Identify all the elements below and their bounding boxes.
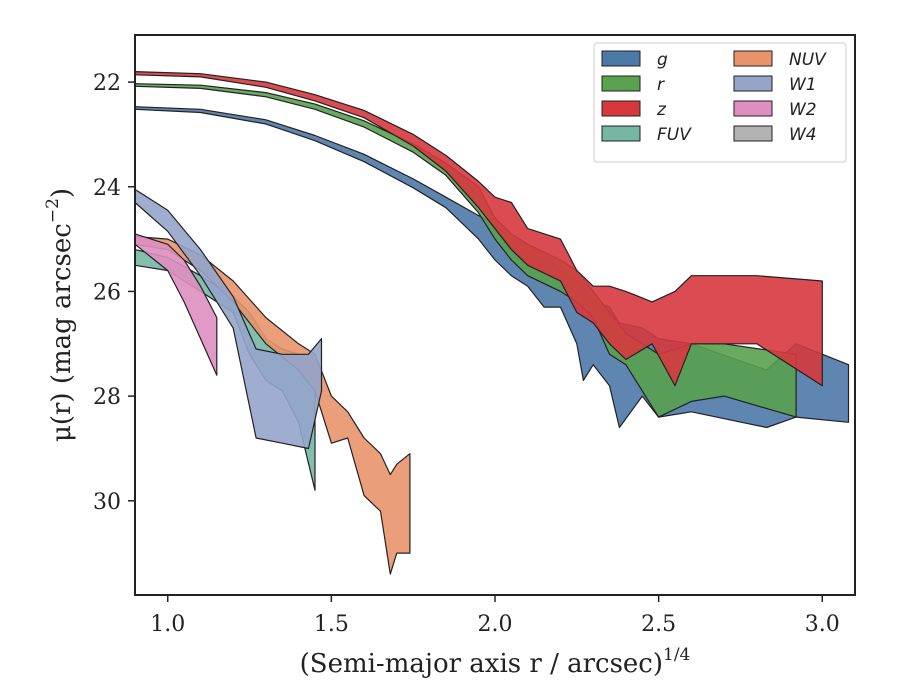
y-tick-label: 26 (93, 280, 121, 305)
legend: grz FUV NUV W1 W2 W4 (593, 42, 847, 163)
band-nuv (134, 235, 411, 575)
y-axis-ticks: 22 24 26 28 30 (93, 71, 135, 515)
y-tick-label: 22 (93, 71, 121, 96)
y-axis-label-main: μ(r) (mag arcsec (47, 223, 77, 442)
legend-label-nuv: NUV (789, 50, 827, 70)
x-axis-label-main: (Semi-major axis r / arcsec) (300, 649, 663, 679)
legend-label-z: z (656, 100, 667, 120)
legend-box (593, 42, 847, 163)
band-w1 (134, 188, 323, 450)
profile-bands (134, 70, 850, 575)
band-w2 (134, 233, 218, 376)
legend-swatch-w4 (733, 125, 773, 142)
y-tick-label: 30 (93, 490, 121, 515)
y-axis-label: μ(r) (mag arcsec−2) (43, 188, 77, 442)
x-tick-label: 3.0 (805, 612, 840, 637)
x-tick-label: 2.5 (641, 612, 676, 637)
legend-label-w4: W4 (789, 125, 817, 145)
x-axis-label-sup: 1/4 (663, 645, 690, 665)
legend-swatch-fuv (601, 125, 641, 142)
legend-label-w2: W2 (789, 100, 817, 120)
legend-swatch-nuv (733, 50, 773, 67)
legend-swatch-w1 (733, 75, 773, 92)
legend-label-fuv: FUV (657, 125, 692, 145)
x-axis-ticks: 1.0 1.5 2.0 2.5 3.0 (150, 595, 840, 637)
y-tick-label: 24 (93, 176, 121, 201)
legend-swatch-g (601, 50, 641, 67)
legend-label-w1: W1 (789, 75, 817, 95)
legend-label-r: r (657, 75, 665, 95)
legend-swatch-w2 (733, 100, 773, 117)
x-tick-label: 2.0 (478, 612, 513, 637)
y-axis-label-end: ) (47, 188, 77, 198)
x-tick-label: 1.5 (314, 612, 349, 637)
x-tick-label: 1.0 (150, 612, 185, 637)
legend-swatch-r (601, 75, 641, 92)
legend-label-g: g (657, 50, 668, 70)
y-axis-label-sup: −2 (43, 198, 63, 223)
legend-swatch-z (601, 100, 641, 117)
y-tick-label: 28 (93, 385, 121, 410)
band-z (134, 70, 823, 387)
x-axis-label: (Semi-major axis r / arcsec)1/4 (300, 645, 691, 679)
